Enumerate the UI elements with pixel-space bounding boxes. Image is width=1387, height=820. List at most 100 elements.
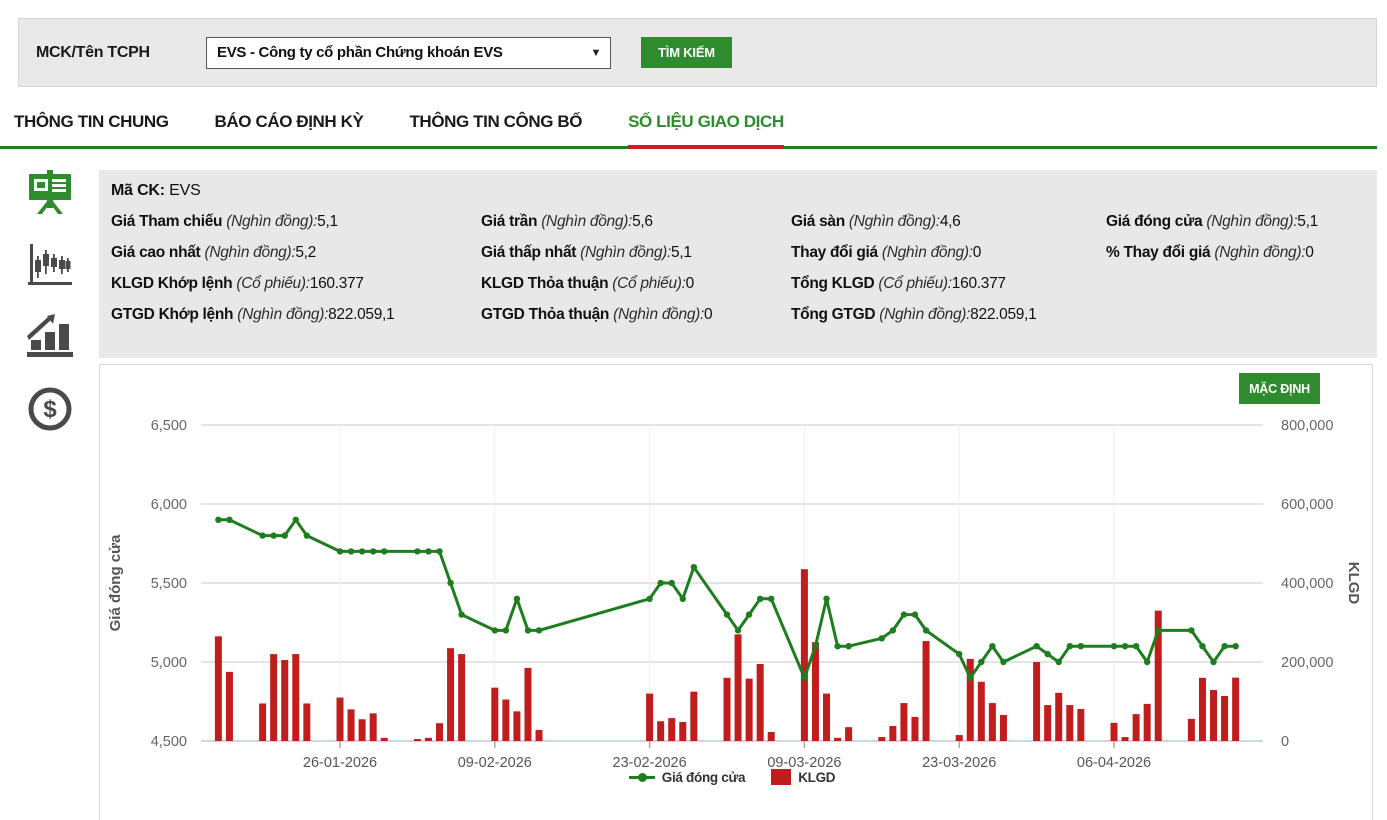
svg-text:400,000: 400,000 — [1281, 576, 1333, 592]
tab-1[interactable]: BÁO CÁO ĐỊNH KỲ — [214, 112, 364, 131]
info-field: Giá đóng cửa (Nghìn đồng):5,1 — [1106, 206, 1377, 237]
info-field: Giá thấp nhất (Nghìn đồng):5,1 — [481, 237, 791, 268]
field-unit: (Nghìn đồng): — [613, 306, 705, 323]
info-column-1: Giá trần (Nghìn đồng):5,6 Giá thấp nhất (… — [481, 206, 791, 330]
bar-growth-icon — [25, 314, 75, 358]
field-unit: (Cổ phiếu): — [612, 275, 686, 292]
svg-text:06-04-2026: 06-04-2026 — [1077, 755, 1151, 771]
svg-text:23-02-2026: 23-02-2026 — [613, 755, 687, 771]
price-volume-chart: MẶC ĐỊNH 6,500 800,000 6,000 600,000 5,500 40… — [99, 364, 1373, 820]
legend-label-price: Giá đóng cửa — [661, 769, 746, 785]
field-unit: (Nghìn đồng): — [226, 213, 318, 230]
field-value: 160.377 — [309, 275, 364, 292]
legend-item-price: Giá đóng cửa — [628, 769, 746, 785]
field-label: % Thay đổi giá — [1106, 244, 1211, 261]
info-field: Giá trần (Nghìn đồng):5,6 — [481, 206, 791, 237]
presentation-chart-icon — [27, 170, 73, 214]
bar-marker-icon — [771, 769, 792, 785]
field-value: 5,1 — [671, 244, 692, 261]
field-value: 0 — [685, 275, 695, 292]
field-label: Giá đóng cửa — [1106, 213, 1203, 230]
field-label: Giá thấp nhất — [481, 244, 577, 261]
field-unit: (Nghìn đồng): — [1206, 213, 1298, 230]
svg-text:200,000: 200,000 — [1281, 655, 1333, 671]
field-value: 822.059,1 — [328, 306, 395, 323]
trading-info-panel: Mã CK: EVS Giá Tham chiếu (Nghìn đồng):5… — [99, 170, 1377, 358]
info-field: Tổng GTGD (Nghìn đồng):822.059,1 — [791, 299, 1106, 330]
info-field: KLGD Khớp lệnh (Cổ phiếu):160.377 — [111, 268, 481, 299]
info-field: Giá sàn (Nghìn đồng):4,6 — [791, 206, 1106, 237]
default-zoom-button[interactable]: MẶC ĐỊNH — [1239, 373, 1320, 404]
field-unit: (Nghìn đồng): — [848, 213, 940, 230]
field-label: Tổng KLGD — [791, 275, 875, 292]
svg-text:800,000: 800,000 — [1281, 418, 1333, 434]
info-column-2: Giá sàn (Nghìn đồng):4,6 Thay đổi giá (Ng… — [791, 206, 1106, 330]
chart-canvas: 6,500 800,000 6,000 600,000 5,500 400,000 5,00… — [107, 418, 1362, 771]
field-label: Giá cao nhất — [111, 244, 201, 261]
field-label: KLGD Khớp lệnh — [111, 275, 233, 292]
field-value: 5,1 — [1297, 213, 1318, 230]
field-unit: (Nghìn đồng): — [1214, 244, 1306, 261]
svg-text:09-02-2026: 09-02-2026 — [458, 755, 532, 771]
tab-bar: THÔNG TIN CHUNG BÁO CÁO ĐỊNH KỲ THÔNG TIN … — [0, 112, 1377, 149]
tab-0[interactable]: THÔNG TIN CHUNG — [14, 112, 169, 131]
legend-item-volume: KLGD — [771, 769, 836, 785]
info-field: Giá cao nhất (Nghìn đồng):5,2 — [111, 237, 481, 268]
svg-text:5,500: 5,500 — [151, 576, 187, 592]
issuer-select[interactable]: EVS - Công ty cổ phần Chứng khoán EVS ▼ — [206, 36, 611, 69]
field-label: Tổng GTGD — [791, 306, 876, 323]
field-label: Giá sàn — [791, 213, 845, 230]
svg-text:KLGD: KLGD — [1345, 562, 1362, 605]
stock-code-value: EVS — [169, 182, 201, 199]
field-label: KLGD Thỏa thuận — [481, 275, 609, 292]
field-unit: (Nghìn đồng): — [204, 244, 296, 261]
candlestick-chart-icon — [26, 242, 74, 288]
field-label: GTGD Khớp lệnh — [111, 306, 234, 323]
chart-legend: Giá đóng cửa KLGD — [201, 769, 1263, 785]
field-label: GTGD Thỏa thuận — [481, 306, 610, 323]
issuer-select-label: MCK/Tên TCPH — [36, 43, 150, 61]
svg-text:$: $ — [43, 396, 57, 423]
info-fields: Giá Tham chiếu (Nghìn đồng):5,1 Giá cao n… — [111, 206, 1377, 330]
field-value: 5,2 — [295, 244, 316, 261]
issuer-select-value: EVS - Công ty cổ phần Chứng khoán EVS — [217, 44, 503, 61]
dollar-circle-icon: $ — [27, 386, 73, 432]
field-value: 0 — [1305, 244, 1314, 261]
line-marker-icon — [628, 772, 655, 782]
search-bar: MCK/Tên TCPH EVS - Công ty cổ phần Chứng… — [18, 18, 1377, 87]
info-field: GTGD Khớp lệnh (Nghìn đồng):822.059,1 — [111, 299, 481, 330]
field-value: 0 — [972, 244, 982, 261]
info-field: % Thay đổi giá (Nghìn đồng):0 — [1106, 237, 1377, 268]
info-column-3: Giá đóng cửa (Nghìn đồng):5,1% Thay đổi … — [1106, 206, 1377, 330]
sidebar-item-bar-growth[interactable] — [0, 314, 99, 386]
info-field: GTGD Thỏa thuận (Nghìn đồng):0 — [481, 299, 791, 330]
field-value: 5,1 — [317, 213, 338, 230]
svg-text:Giá đóng cửa: Giá đóng cửa — [107, 534, 124, 631]
sidebar-item-value[interactable]: $ — [0, 386, 99, 458]
info-field: Tổng KLGD (Cổ phiếu):160.377 — [791, 268, 1106, 299]
field-unit: (Nghìn đồng): — [879, 306, 971, 323]
svg-text:26-01-2026: 26-01-2026 — [303, 755, 377, 771]
svg-text:6,000: 6,000 — [151, 497, 187, 513]
field-value: 4,6 — [939, 213, 961, 230]
tab-3[interactable]: SỐ LIỆU GIAO DỊCH — [628, 112, 784, 149]
field-unit: (Nghìn đồng): — [541, 213, 633, 230]
field-unit: (Cổ phiếu): — [236, 275, 310, 292]
field-label: Thay đổi giá — [791, 244, 878, 261]
info-field: KLGD Thỏa thuận (Cổ phiếu):0 — [481, 268, 791, 299]
info-field: Thay đổi giá (Nghìn đồng):0 — [791, 237, 1106, 268]
stock-code-row: Mã CK: EVS — [111, 182, 1377, 200]
svg-text:6,500: 6,500 — [151, 418, 187, 434]
field-unit: (Nghìn đồng): — [580, 244, 672, 261]
sidebar-item-overview[interactable] — [0, 170, 99, 242]
sidebar-item-candlestick[interactable] — [0, 242, 99, 314]
legend-label-volume: KLGD — [798, 769, 836, 785]
info-field: Giá Tham chiếu (Nghìn đồng):5,1 — [111, 206, 481, 237]
svg-text:5,000: 5,000 — [151, 655, 187, 671]
field-unit: (Nghìn đồng): — [237, 306, 329, 323]
tab-2[interactable]: THÔNG TIN CÔNG BỐ — [409, 112, 583, 131]
sidebar-icon-rail: $ — [0, 170, 99, 458]
chevron-down-icon: ▼ — [590, 46, 602, 59]
search-button[interactable]: TÌM KIẾM — [641, 37, 732, 68]
